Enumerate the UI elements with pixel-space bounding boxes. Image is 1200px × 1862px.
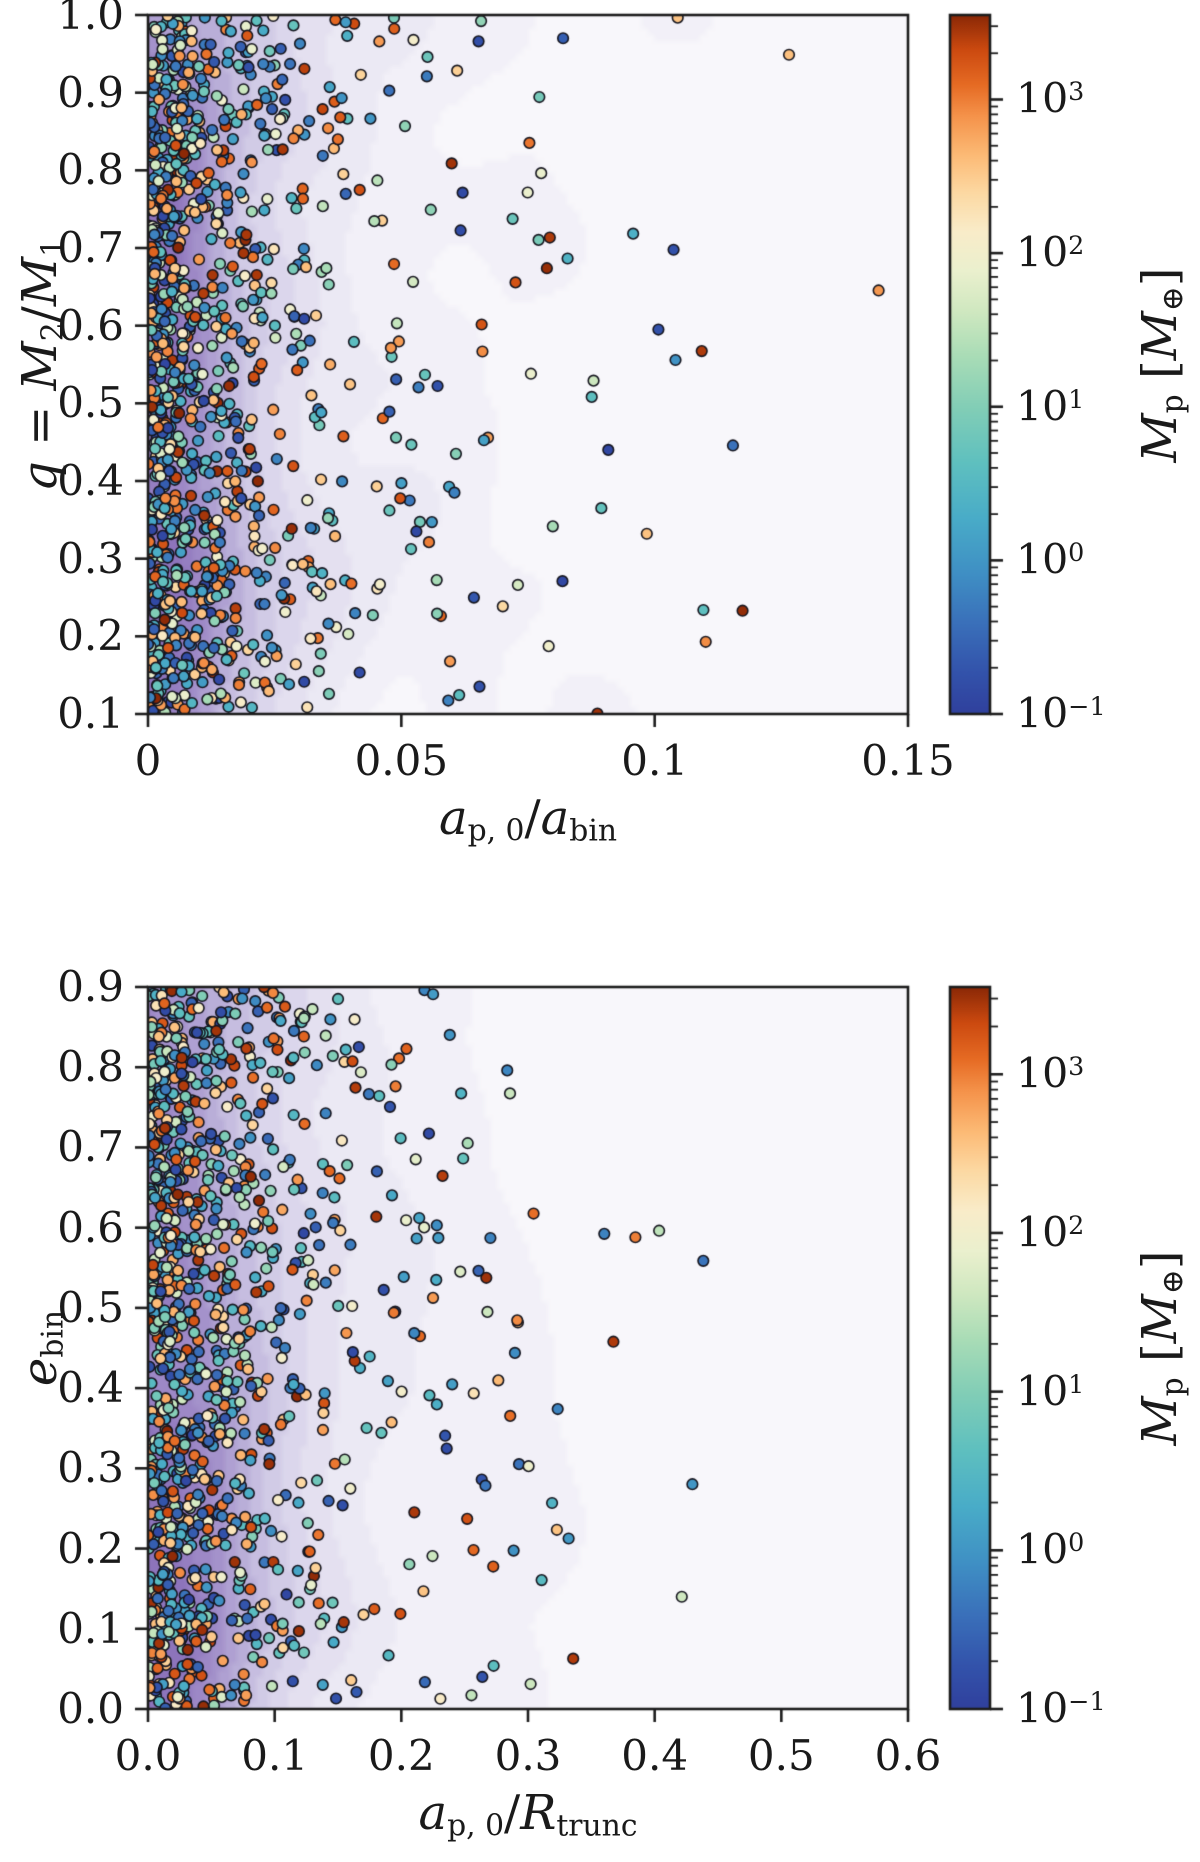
y-tick-label: 0.9 [57,67,124,117]
colorbar-label: Mp [M⊕] [1131,1250,1191,1446]
x-tick-label: 0.6 [874,1731,942,1780]
y-tick-label: 0.3 [57,1443,124,1493]
y-tick-label: 0.2 [57,1523,124,1573]
colorbar-label: Mp [M⊕] [1131,266,1191,463]
colorbar-tick-label: 101 [1016,1367,1085,1416]
y-tick-label: 0.2 [57,611,124,661]
x-tick-label: 0.1 [241,1731,309,1780]
colorbar-tick-label: 103 [1016,74,1085,123]
y-tick-label: 0.5 [57,1282,124,1332]
colorbar-tick-label: 102 [1016,1208,1085,1257]
x-axis-label: ap, 0/abin [438,790,618,849]
y-tick-label: 0.8 [57,1042,124,1092]
y-axis-label: q = M2/M1 [11,237,71,492]
colorbar-tick-label: 10−1 [1016,689,1106,738]
x-tick-label: 0.2 [367,1731,435,1780]
y-tick-label: 0.4 [57,1363,124,1413]
y-tick-label: 0.6 [57,1202,124,1252]
colorbar-tick-label: 101 [1016,382,1085,431]
x-tick-label: 0.1 [621,736,689,785]
colorbar-tick-label: 100 [1016,1525,1085,1574]
x-tick-label: 0.5 [747,1731,815,1780]
x-tick-label: 0.05 [354,736,449,785]
y-tick-label: 0.6 [57,300,124,350]
x-tick-label: 0.4 [621,1731,689,1780]
x-tick-label: 0.3 [494,1731,562,1780]
y-tick-label: 0.0 [57,1684,124,1733]
y-tick-label: 0.1 [57,689,124,738]
y-tick-label: 0.7 [57,223,124,272]
x-tick-label: 0 [134,736,162,785]
y-tick-label: 0.1 [57,1603,124,1653]
x-axis-label: ap, 0/Rtrunc [418,1785,638,1844]
y-tick-label: 0.3 [57,533,124,583]
y-tick-label: 0.4 [57,456,124,505]
colorbar-tick-label: 102 [1016,228,1085,277]
colorbar-tick-label: 10−1 [1016,1684,1106,1733]
x-tick-label: 0.15 [861,736,955,785]
y-tick-label: 0.5 [57,378,124,428]
colorbar-tick-label: 103 [1016,1049,1085,1098]
y-tick-label: 0.8 [57,145,124,195]
x-tick-label: 0.0 [114,1731,182,1780]
y-tick-label: 0.9 [57,962,124,1011]
y-tick-label: 0.7 [57,1122,124,1172]
colorbar-tick-label: 100 [1016,535,1085,584]
y-axis-label: ebin [11,1309,71,1387]
y-tick-label: 1.0 [57,0,124,39]
